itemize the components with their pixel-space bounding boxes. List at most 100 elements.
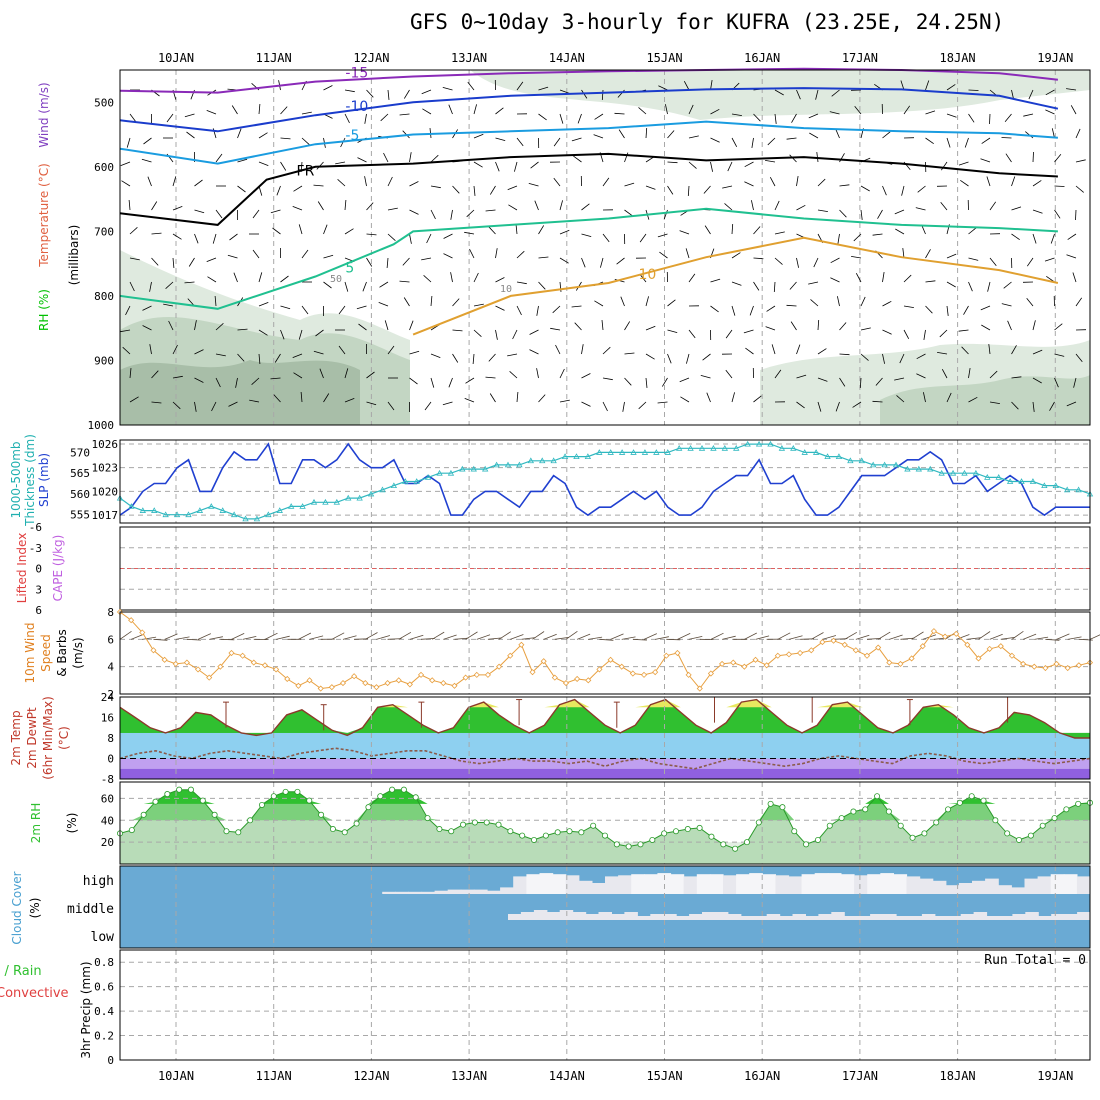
- temp-contour: [119, 67, 1059, 94]
- thickness-marker: [698, 444, 706, 451]
- wind-speed-marker: [863, 652, 871, 659]
- wind-barb: [228, 401, 238, 407]
- wind-barb: [464, 231, 475, 235]
- cloud-high-cell: [736, 874, 750, 894]
- wind-barb: [700, 375, 711, 379]
- thickness-marker: [767, 440, 774, 447]
- wind-barb: [301, 137, 310, 145]
- wind-barb: [252, 209, 260, 219]
- wind-barb: [704, 225, 711, 235]
- wind-barb: [165, 281, 174, 289]
- cloud-label-1: (%): [28, 898, 42, 919]
- stability-tick: 0: [35, 563, 42, 576]
- wind-barb: [958, 329, 969, 332]
- wind-barb: [129, 257, 140, 261]
- wind-barb: [151, 232, 162, 235]
- temp-contour: [119, 207, 1058, 310]
- temp-frame: [119, 696, 1091, 780]
- rh-marker: [992, 817, 999, 824]
- wind-barb: [366, 89, 374, 98]
- wind-speed-marker: [373, 684, 380, 691]
- cloud-high-cell: [395, 891, 409, 894]
- surface-wind-barb: [755, 635, 770, 640]
- wind-barb: [1075, 353, 1083, 363]
- wind-barb: [937, 352, 948, 355]
- rh-marker: [613, 841, 620, 848]
- wind-barb: [249, 399, 260, 403]
- day-label-bottom: 18JAN: [940, 1069, 976, 1083]
- wind-barb: [469, 248, 475, 259]
- temp-band-mask: [120, 733, 1090, 759]
- wind-barb: [467, 81, 475, 91]
- wind-barb: [1026, 257, 1034, 267]
- rh-marker: [377, 793, 384, 800]
- cloud-high-cell: [985, 878, 999, 894]
- pressure-tick: 700: [94, 225, 114, 238]
- rh-marker: [732, 845, 739, 852]
- wind-barb: [916, 373, 926, 379]
- wind-barb: [194, 349, 204, 355]
- wind-barb: [964, 137, 969, 148]
- cloud-high-cell: [1011, 887, 1026, 894]
- wind-barb: [422, 108, 432, 115]
- wind-barb: [1011, 345, 1017, 355]
- cloud-high-cell: [421, 891, 436, 894]
- thickness-marker: [459, 465, 466, 472]
- wind-barb: [1032, 233, 1037, 244]
- rh-fill: [120, 789, 1090, 864]
- wind-barb: [968, 281, 973, 292]
- rh-marker: [897, 822, 904, 829]
- wind-barb: [791, 113, 797, 123]
- wind-barb: [280, 106, 288, 115]
- cloud-middle-cell: [831, 912, 845, 920]
- surface-wind-barb: [655, 636, 669, 640]
- wind-barb: [516, 250, 525, 259]
- cloud-middle-cell: [960, 914, 975, 920]
- slp-frame: [119, 439, 1091, 524]
- cloud-high-cell: [801, 874, 816, 894]
- wind-barb: [1070, 105, 1077, 115]
- wind-barb: [430, 377, 435, 388]
- wind-barb: [387, 233, 396, 241]
- wind-barb: [233, 272, 238, 283]
- wind-barb: [530, 161, 539, 169]
- wind-label-3: (m/s): [71, 637, 85, 668]
- wind-barb: [796, 401, 805, 409]
- wind-barb: [227, 254, 238, 259]
- wind-speed-marker: [674, 649, 681, 657]
- wind-barb: [852, 401, 862, 408]
- thickness-marker: [1064, 486, 1071, 493]
- wind-barb: [507, 185, 518, 191]
- wind-barb: [581, 344, 584, 355]
- contour-label: 5: [345, 261, 354, 277]
- wind-barb: [765, 160, 776, 163]
- wind-barb: [645, 325, 656, 331]
- wind-barb: [387, 345, 395, 355]
- rh-marker: [720, 841, 727, 848]
- surface-wind-barb: [409, 634, 424, 640]
- thickness-marker: [539, 457, 546, 464]
- rh-marker: [909, 834, 916, 841]
- wind-barb: [1075, 209, 1077, 221]
- rh-marker: [211, 811, 218, 818]
- rh-fill-region: [880, 375, 1090, 425]
- day-label-top: 12JAN: [353, 51, 389, 65]
- wind-barb: [450, 209, 453, 220]
- wind-speed-marker: [696, 685, 703, 692]
- wind-speed-marker: [250, 659, 257, 666]
- wind-barb: [725, 329, 733, 339]
- surface-wind-barb: [164, 633, 178, 640]
- wind-barb: [126, 137, 131, 148]
- rh-marker: [602, 832, 609, 839]
- thickness-marker: [151, 507, 158, 513]
- wind-barb: [774, 89, 784, 96]
- thickness-marker: [1018, 478, 1025, 484]
- wind-barb: [815, 89, 819, 100]
- wind-barb: [830, 277, 840, 283]
- thickness-marker: [128, 503, 135, 509]
- rh-marker: [199, 797, 206, 804]
- day-label-top: 10JAN: [158, 51, 194, 65]
- wind-speed-marker: [774, 652, 781, 659]
- wind-barb: [362, 281, 367, 292]
- stability-label-0: Lifted Index: [15, 533, 29, 604]
